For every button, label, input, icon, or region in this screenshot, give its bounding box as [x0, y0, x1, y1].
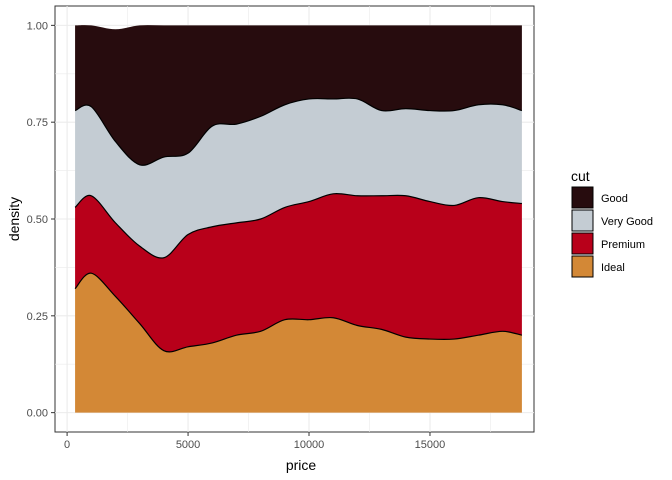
legend-key-very-good [571, 209, 594, 232]
y-tick-label: 0.50 [27, 214, 48, 226]
area-good [75, 25, 522, 166]
x-tick-label: 10000 [294, 439, 325, 451]
x-tick-label: 15000 [415, 439, 446, 451]
legend-key-premium [571, 232, 594, 255]
x-tick-label: 5000 [176, 439, 200, 451]
area-ideal [75, 273, 522, 413]
stacked-areas [74, 25, 523, 413]
y-axis-ticks: 0.00 0.25 0.50 0.75 1.00 [27, 20, 55, 420]
y-tick-label: 0.75 [27, 117, 48, 129]
x-axis-title: price [286, 457, 317, 473]
area-very-good [75, 98, 522, 259]
boundary-premium [74, 193, 522, 259]
y-tick-label: 1.00 [27, 20, 48, 32]
legend-label: Very Good [601, 216, 653, 228]
x-tick-label: 0 [64, 439, 70, 451]
y-tick-label: 0.00 [27, 408, 48, 420]
boundary-ideal [74, 272, 523, 353]
x-axis-ticks: 0 5000 10000 15000 [64, 432, 445, 451]
legend-key-ideal [571, 255, 594, 278]
legend-title: cut [571, 168, 590, 184]
legend: Good Very Good Premium Ideal [571, 186, 653, 278]
legend-key-good [571, 186, 594, 209]
boundary-very-good [74, 97, 523, 166]
legend-label: Ideal [601, 262, 625, 274]
legend-label: Good [601, 193, 628, 205]
area-premium [75, 193, 522, 352]
y-tick-label: 0.25 [27, 311, 48, 323]
y-axis-title: density [6, 197, 22, 241]
legend-label: Premium [601, 239, 645, 251]
